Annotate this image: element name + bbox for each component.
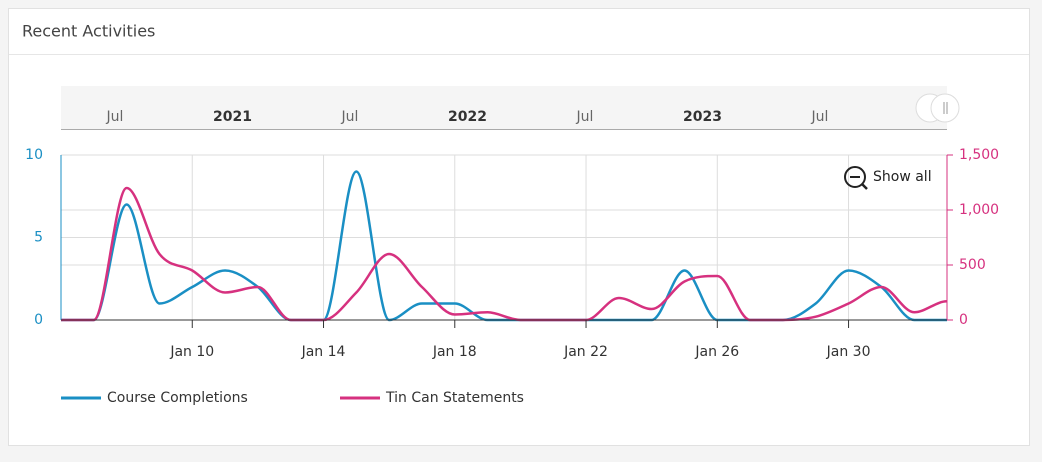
navigator-label: Jul bbox=[341, 109, 359, 125]
navigator-labels: Jul2021Jul2022Jul2023Jul4 bbox=[106, 109, 942, 125]
x-tick-label: Jan 26 bbox=[694, 344, 739, 360]
legend-label: Tin Can Statements bbox=[385, 390, 524, 406]
legend-label: Course Completions bbox=[107, 390, 248, 406]
navigator-label: Jul bbox=[811, 109, 829, 125]
x-tick-label: Jan 22 bbox=[563, 344, 608, 360]
show-all-button[interactable]: Show all bbox=[844, 166, 932, 190]
x-tick-label: Jan 30 bbox=[826, 344, 871, 360]
y2-tick-label: 0 bbox=[959, 312, 968, 328]
navigator-label: 2022 bbox=[448, 109, 487, 125]
card bbox=[8, 8, 1030, 446]
navigator-label: Jul bbox=[576, 109, 594, 125]
show-all-label[interactable]: Show all bbox=[873, 169, 932, 185]
zoom-icon bbox=[844, 166, 866, 188]
y2-tick-label: 1,000 bbox=[959, 202, 999, 218]
y-tick-label: 0 bbox=[34, 312, 43, 328]
y-tick-label: 10 bbox=[25, 147, 43, 163]
y2-tick-label: 1,500 bbox=[959, 147, 999, 163]
navigator-label: 2021 bbox=[213, 109, 252, 125]
y-tick-label: 5 bbox=[34, 230, 43, 246]
navigator-label: 2023 bbox=[683, 109, 722, 125]
navigator-label: Jul bbox=[106, 109, 124, 125]
card-title: Recent Activities bbox=[22, 22, 155, 41]
zoom-icon bbox=[861, 183, 868, 190]
x-tick-label: Jan 10 bbox=[169, 344, 214, 360]
x-tick-label: Jan 14 bbox=[301, 344, 346, 360]
axes: Jan 10 Jan 14 Jan 18 Jan 22 Jan 26 Jan 30 0 5 10… bbox=[25, 147, 999, 360]
navigator[interactable] bbox=[61, 86, 947, 130]
x-tick-label: Jan 18 bbox=[432, 344, 477, 360]
legend: Course Completions Tin Can Statements bbox=[61, 390, 524, 406]
navigator-handle[interactable] bbox=[930, 93, 960, 123]
y2-tick-label: 500 bbox=[959, 257, 986, 273]
